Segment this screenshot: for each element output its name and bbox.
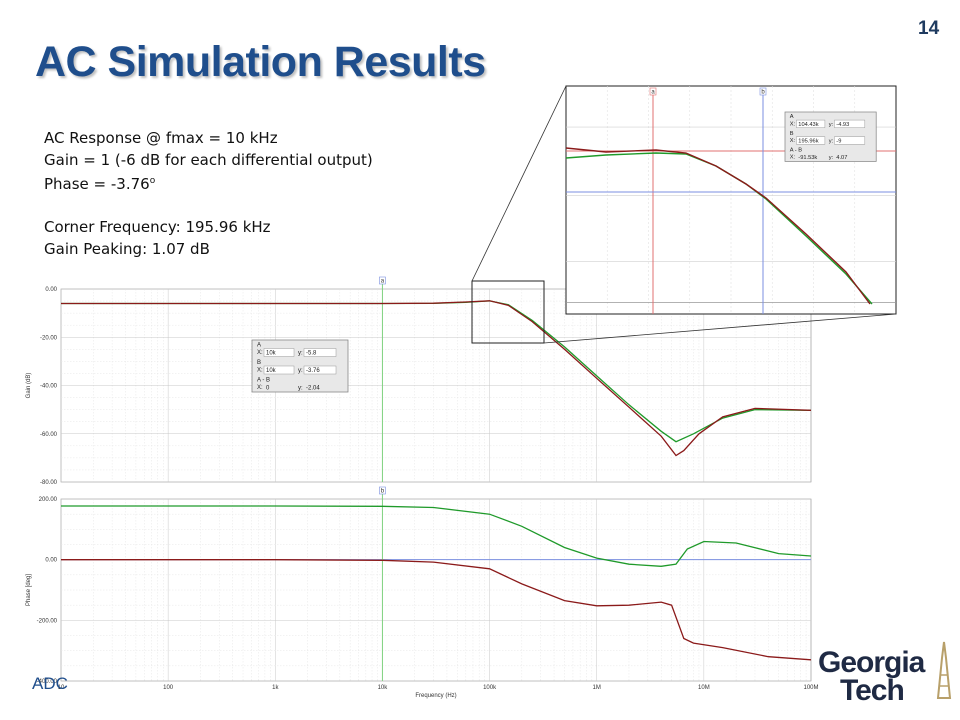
gain-readout-box-y-field bbox=[303, 365, 337, 375]
zoom-readout-box-x-value: 104.43k bbox=[798, 122, 818, 128]
x-tick-label: 100k bbox=[483, 685, 497, 691]
gain-readout-box-y-value: -3.76 bbox=[306, 368, 320, 374]
zoom-readout-box-y-value: -9 bbox=[836, 138, 841, 144]
y-tick-label: -80.00 bbox=[40, 480, 58, 486]
zoom-readout-box-y-label: y: bbox=[829, 138, 834, 144]
x-tick-label: 10M bbox=[698, 685, 710, 691]
gain-readout-box-row-label: B bbox=[257, 360, 261, 366]
phase-value: Phase = -3.76 bbox=[44, 175, 150, 193]
gain-readout-box-x-value: 10k bbox=[266, 351, 277, 357]
results-text: AC Response @ fmax = 10 kHz Gain = 1 (-6… bbox=[44, 128, 373, 260]
zoom-readout-box-x-label: X: bbox=[790, 138, 796, 144]
phase-series-line-1 bbox=[61, 559, 812, 661]
gain-readout-box-y-field bbox=[303, 348, 337, 357]
gain-readout-box: AX: 10k y: -5.8BX: 10k y: -3.76A - BX: 0 y: -2.04 bbox=[251, 339, 349, 393]
y-tick-label: 200.00 bbox=[39, 497, 58, 503]
logo-tech: Tech bbox=[840, 674, 905, 707]
corner-frequency-line: Corner Frequency: 195.96 kHz bbox=[44, 218, 271, 236]
ac-response-line: AC Response @ fmax = 10 kHz bbox=[44, 129, 278, 147]
zoom-readout-box-x-field bbox=[796, 136, 826, 145]
y-axis-label: Phase [deg] bbox=[26, 574, 32, 606]
gain-readout-box-y-value: -5.8 bbox=[306, 351, 317, 357]
zoom-cursor-label-a: a bbox=[651, 90, 655, 96]
georgia-tech-logo: Georgia Tech bbox=[818, 641, 953, 708]
zoom-readout-box-y-value: 4.07 bbox=[836, 155, 847, 161]
zoom-readout-box-y-label: y: bbox=[829, 155, 834, 161]
plot-phase: 200.00 0.00 -200.00 -400.00 Phase [deg] b bbox=[26, 486, 812, 685]
gain-readout-box-x-field bbox=[263, 365, 295, 375]
cursor-label-b: b bbox=[381, 489, 385, 495]
zoom-readout-box-row-label: A bbox=[790, 114, 794, 120]
zoom-cursor-tab-b bbox=[759, 87, 767, 96]
x-tick-label: 100M bbox=[803, 685, 818, 691]
slide-title: AC Simulation Results bbox=[35, 38, 486, 86]
gain-readout-box-row-label: A - B bbox=[257, 378, 270, 384]
degree-sup: o bbox=[149, 176, 156, 186]
zoom-series-line-1 bbox=[565, 147, 871, 305]
x-tick-label: 10k bbox=[378, 685, 389, 691]
gain-readout-box-x-label: X: bbox=[257, 368, 263, 374]
gain-readout-box-x-field bbox=[263, 348, 295, 357]
gain-readout-box-row-label: A bbox=[257, 343, 261, 349]
plot-gain: 0.00 -20.00 -40.00 -60.00 -80.00 Gain (dB) a bbox=[26, 276, 812, 486]
gain-readout-box-x-value: 0 bbox=[266, 386, 270, 392]
zoom-connector-bottom bbox=[543, 313, 897, 344]
gain-readout-box-x-label: X: bbox=[257, 350, 263, 356]
y-tick-label: -200.00 bbox=[37, 618, 58, 624]
x-axis-label: Frequency (Hz) bbox=[415, 693, 456, 699]
gain-line: Gain = 1 (-6 dB for each differential ou… bbox=[44, 150, 373, 169]
x-tick-label: 100 bbox=[163, 685, 174, 691]
phase-line: Phase = -3.76o bbox=[44, 171, 373, 196]
zoom-cursor-label-b: b bbox=[761, 90, 765, 96]
zoom-readout-box-y-field bbox=[834, 119, 866, 128]
gain-peaking-line: Gain Peaking: 1.07 dB bbox=[44, 239, 210, 258]
zoom-readout-box-x-value: 195.96k bbox=[798, 138, 818, 144]
footer-label: ADC bbox=[32, 674, 68, 693]
zoom-readout-box-y-value: -4.93 bbox=[836, 122, 849, 128]
y-tick-label: -400.00 bbox=[37, 679, 58, 685]
y-tick-label: 0.00 bbox=[45, 558, 57, 564]
y-tick-label: -60.00 bbox=[40, 432, 58, 438]
logo-georgia: Georgia bbox=[818, 646, 925, 679]
y-axis-label: Gain (dB) bbox=[26, 373, 32, 399]
cursor-tab-b bbox=[379, 486, 386, 495]
zoom-readout-box-row-label: A - B bbox=[790, 147, 803, 153]
zoom-cursor-tab-a bbox=[649, 87, 657, 96]
y-tick-label: -40.00 bbox=[40, 384, 58, 390]
zoom-connector-top bbox=[471, 85, 567, 282]
zoom-readout-box-y-field bbox=[834, 136, 866, 145]
gain-readout-box-y-value: -2.04 bbox=[306, 386, 320, 392]
gain-readout-box-y-label: y: bbox=[298, 386, 303, 392]
gain-readout-box-x-value: 10k bbox=[266, 368, 277, 374]
gain-readout-box-y-label: y: bbox=[298, 351, 303, 357]
logo-tower-icon bbox=[936, 641, 952, 699]
gain-series-line-1 bbox=[61, 300, 812, 457]
zoom-readout-box-x-label: X: bbox=[790, 155, 796, 161]
cursor-label-a: a bbox=[381, 279, 385, 285]
x-tick-label: 1M bbox=[593, 685, 601, 691]
y-tick-label: -20.00 bbox=[40, 335, 58, 341]
cursor-tab-a bbox=[379, 276, 386, 285]
page-number: 14 bbox=[918, 18, 940, 39]
zoom-readout-box-x-label: X: bbox=[790, 121, 796, 127]
zoom-callout-box bbox=[471, 280, 545, 344]
gain-readout-box-x-label: X: bbox=[257, 385, 263, 391]
x-tick-label: 1k bbox=[272, 685, 279, 691]
zoom-readout-box-x-field bbox=[796, 119, 826, 128]
zoom-readout-box-x-value: -91.53k bbox=[798, 155, 817, 161]
y-tick-label: 0.00 bbox=[45, 287, 57, 293]
gain-readout-box-y-label: y: bbox=[298, 368, 303, 374]
x-tick-label: 10 bbox=[58, 685, 65, 691]
zoom-readout-box-row-label: B bbox=[790, 131, 794, 137]
zoom-readout-box-y-label: y: bbox=[829, 122, 834, 128]
phase-series-line-0 bbox=[61, 505, 812, 567]
